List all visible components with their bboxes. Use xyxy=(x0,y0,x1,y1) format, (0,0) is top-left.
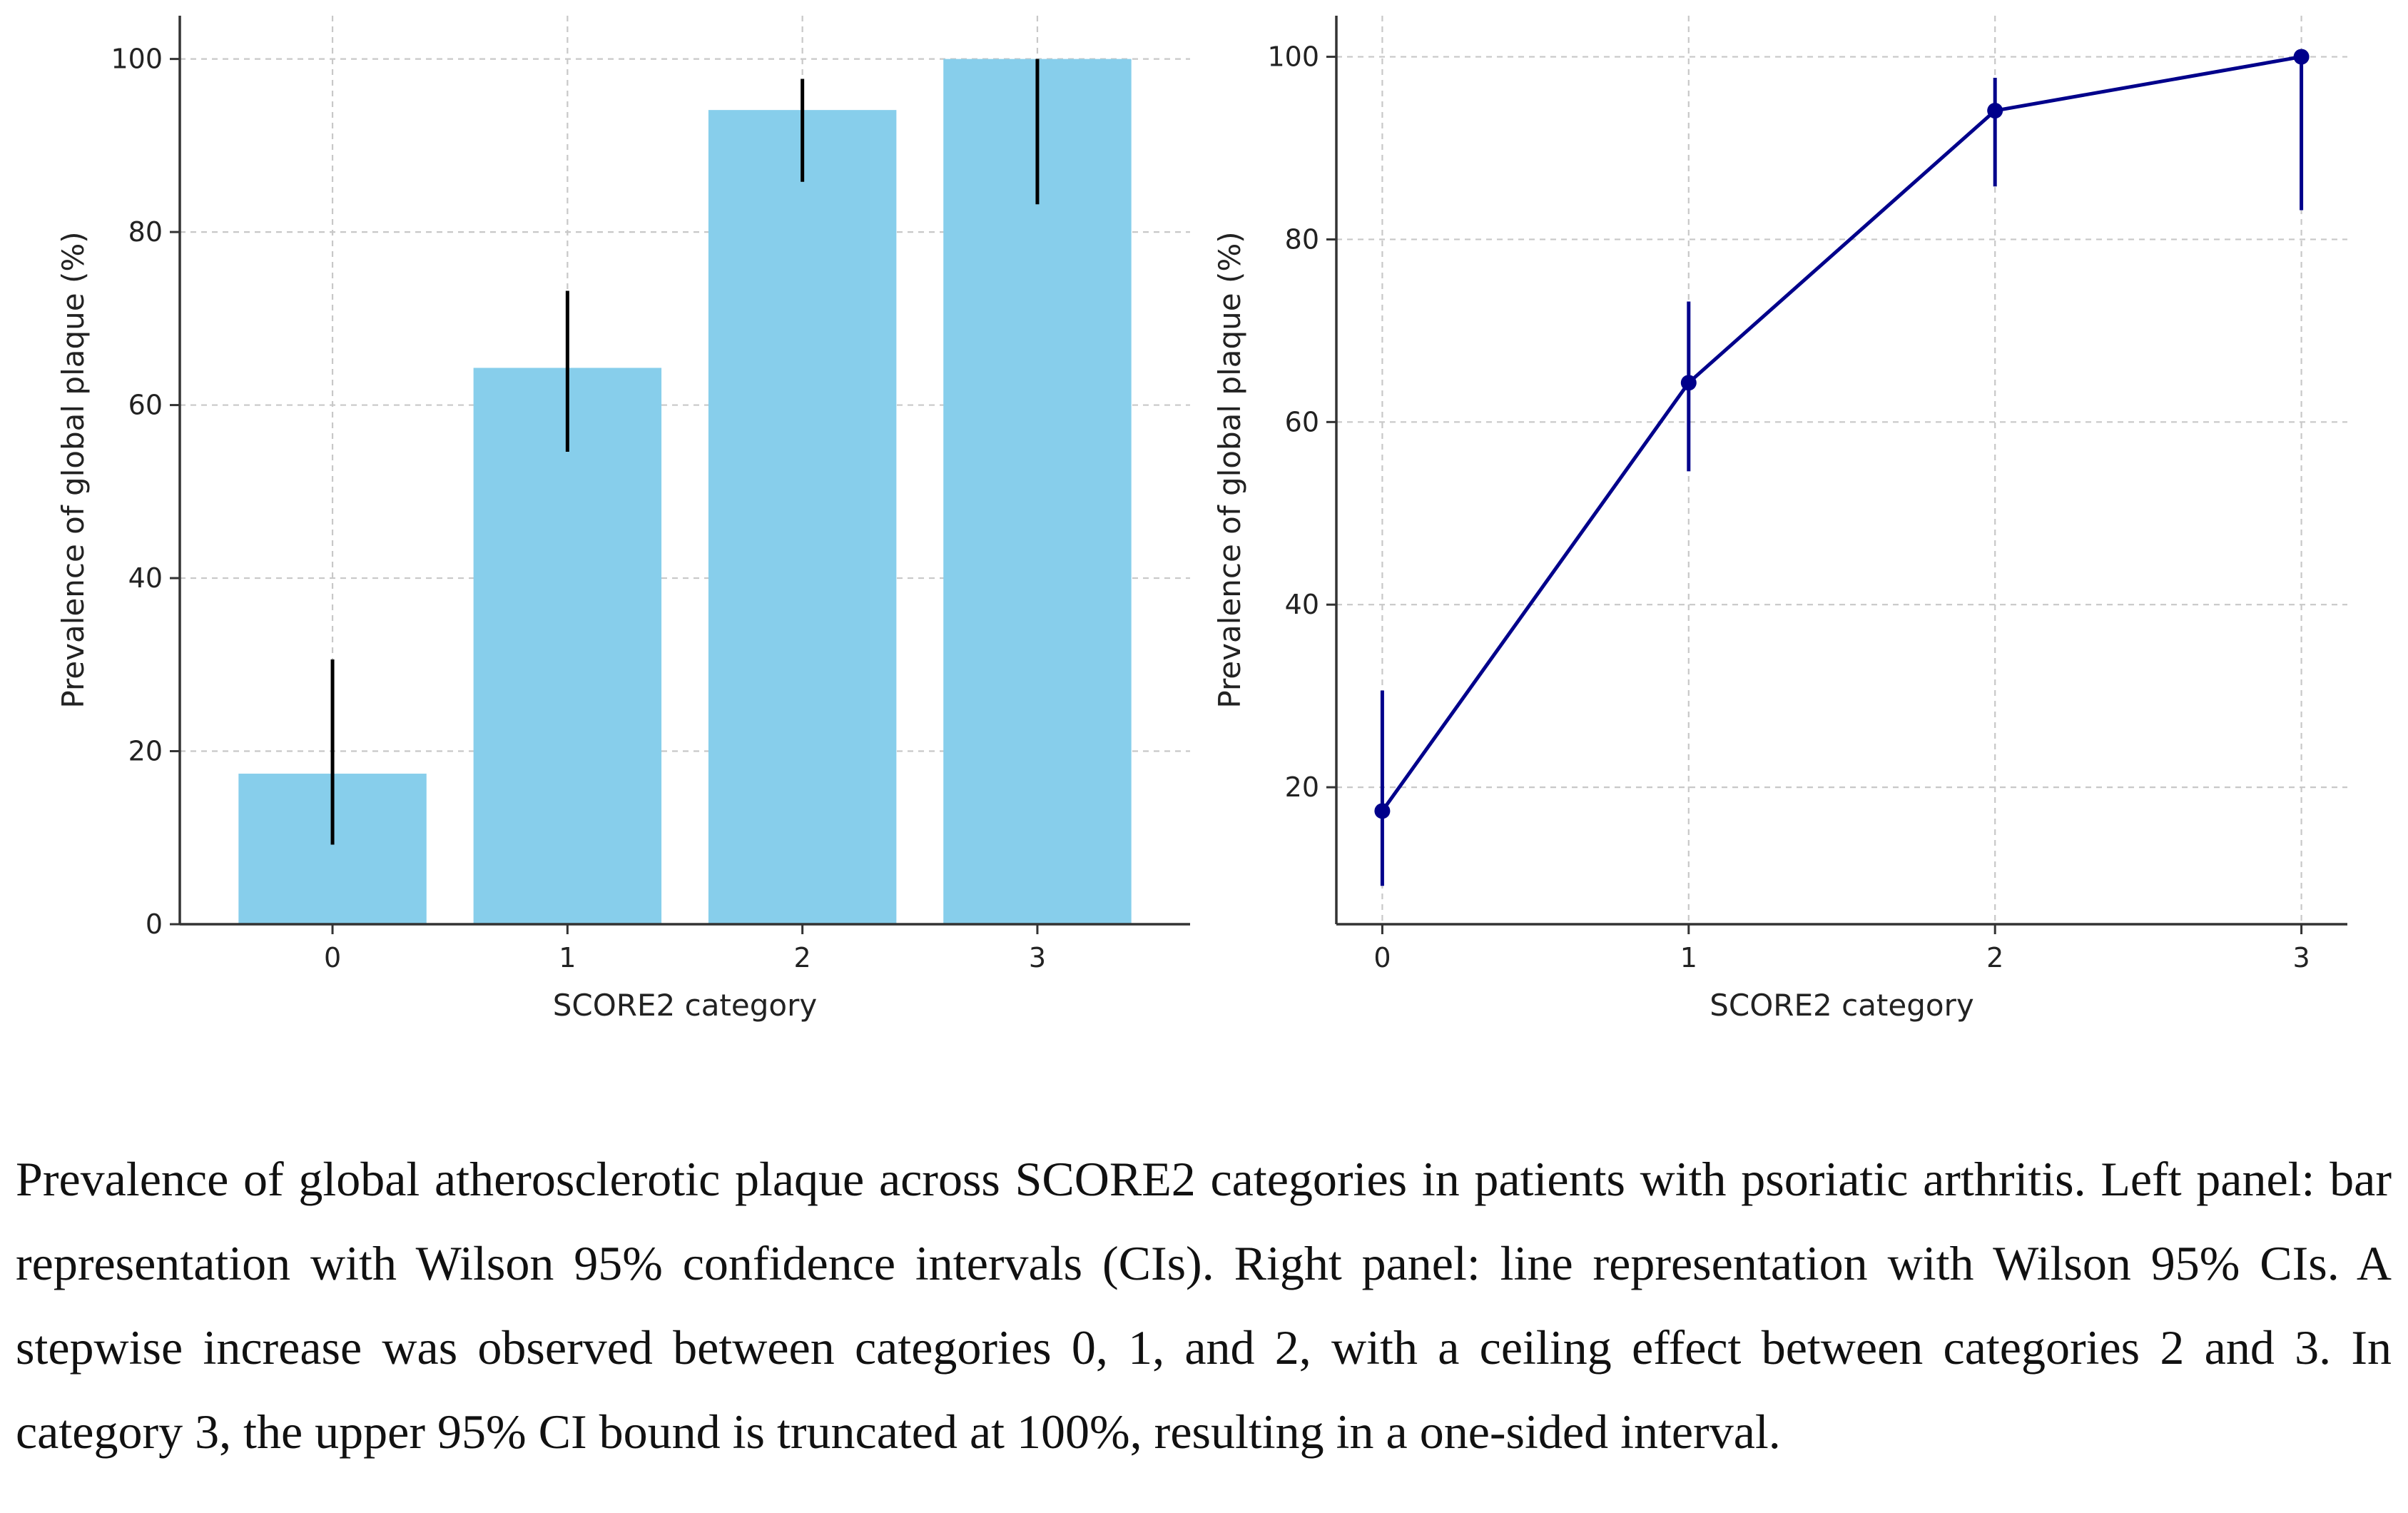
y-tick-label: 40 xyxy=(128,562,163,594)
y-tick-label: 20 xyxy=(1285,771,1319,803)
data-point-1 xyxy=(1680,375,1697,391)
data-point-3 xyxy=(2293,49,2310,65)
x-tick-label: 0 xyxy=(324,942,341,973)
x-tick-label: 3 xyxy=(1029,942,1046,973)
y-tick-label: 0 xyxy=(146,909,163,940)
y-tick-label: 40 xyxy=(1285,589,1319,620)
y-tick-label: 100 xyxy=(111,44,163,75)
x-tick-label: 1 xyxy=(559,942,576,973)
y-tick-label: 100 xyxy=(1267,41,1319,73)
data-point-0 xyxy=(1374,803,1391,819)
y-tick-label: 80 xyxy=(1285,223,1319,255)
x-axis-title: SCORE2 category xyxy=(553,988,817,1023)
chart-panel-0: 0 20 40 60 80 100 0 1 2 3 SCORE2 category Prevalenc… xyxy=(56,16,1190,1023)
y-tick-label: 60 xyxy=(1285,406,1319,437)
data-point-2 xyxy=(1987,103,2003,119)
y-tick-label: 60 xyxy=(128,390,163,421)
figure: 0 20 40 60 80 100 0 1 2 3 SCORE2 category Prevalenc… xyxy=(56,16,2347,1023)
figure-caption: Prevalence of global atherosclerotic pla… xyxy=(16,1152,2392,1459)
x-tick-label: 1 xyxy=(1680,942,1697,973)
chart-panel-1: 20 40 60 80 100 0 1 2 3 SCORE2 category Prevalence… xyxy=(1212,16,2347,1023)
bar-1 xyxy=(473,368,662,924)
x-tick-label: 3 xyxy=(2292,942,2310,973)
x-axis-title: SCORE2 category xyxy=(1710,988,1973,1023)
y-axis-title: Prevalence of global plaque (%) xyxy=(56,231,91,708)
series-line xyxy=(1381,55,2302,812)
x-tick-label: 0 xyxy=(1373,942,1391,973)
y-tick-label: 20 xyxy=(128,736,163,767)
y-axis-title: Prevalence of global plaque (%) xyxy=(1212,231,1247,708)
x-tick-label: 2 xyxy=(1986,942,2003,973)
bar-2 xyxy=(708,110,897,924)
x-tick-label: 2 xyxy=(794,942,811,973)
y-tick-label: 80 xyxy=(128,216,163,248)
